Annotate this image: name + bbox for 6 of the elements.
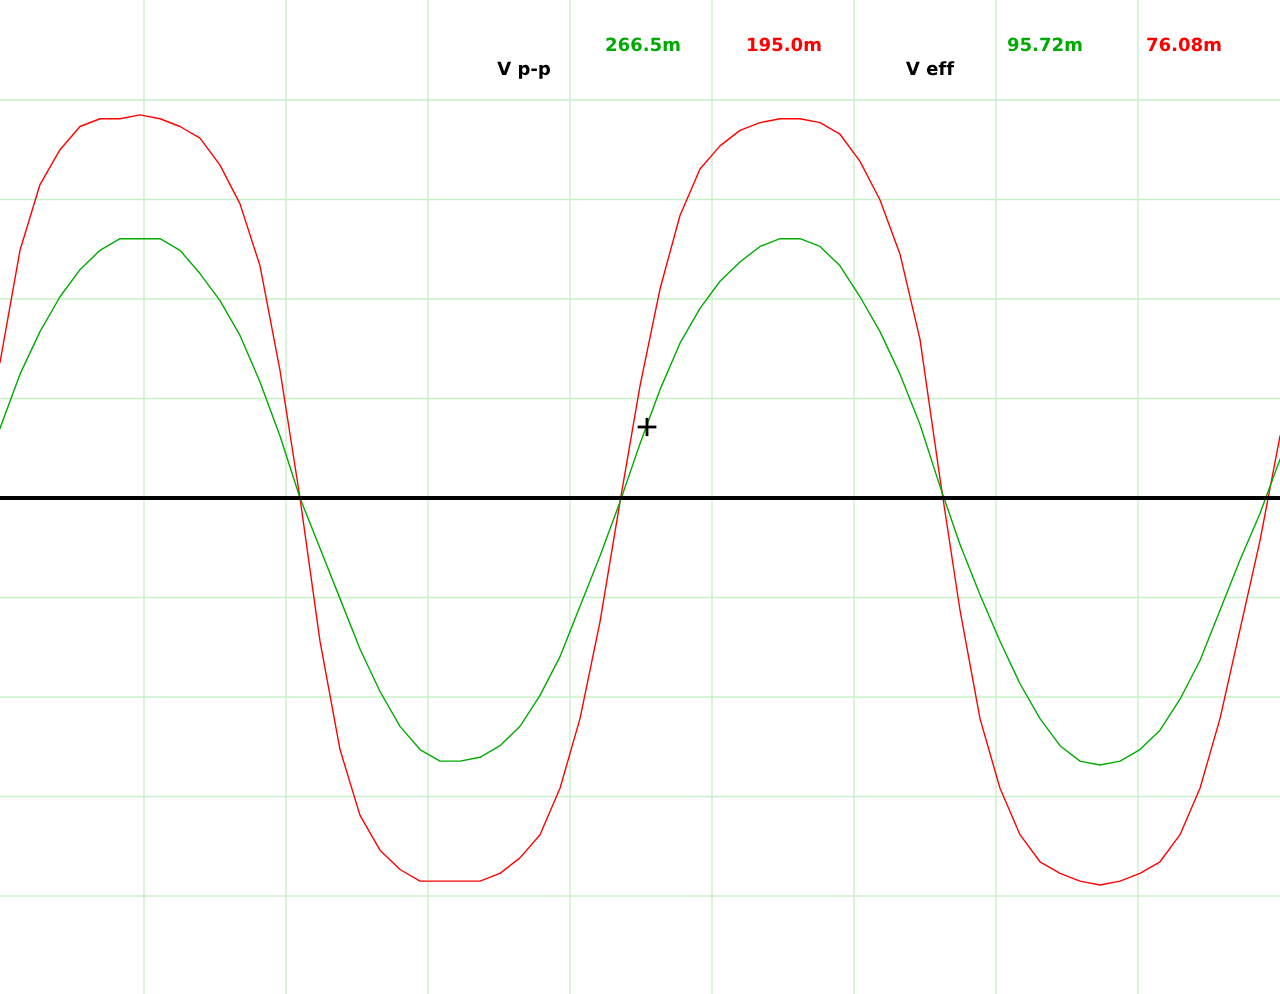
text: 76.08m	[1147, 37, 1221, 52]
text: V eff	[905, 61, 955, 76]
text: V p-p	[497, 61, 550, 79]
text: 95.72m	[1007, 37, 1082, 52]
text: 266.5m	[606, 37, 680, 52]
text: 195.0m	[748, 37, 821, 52]
